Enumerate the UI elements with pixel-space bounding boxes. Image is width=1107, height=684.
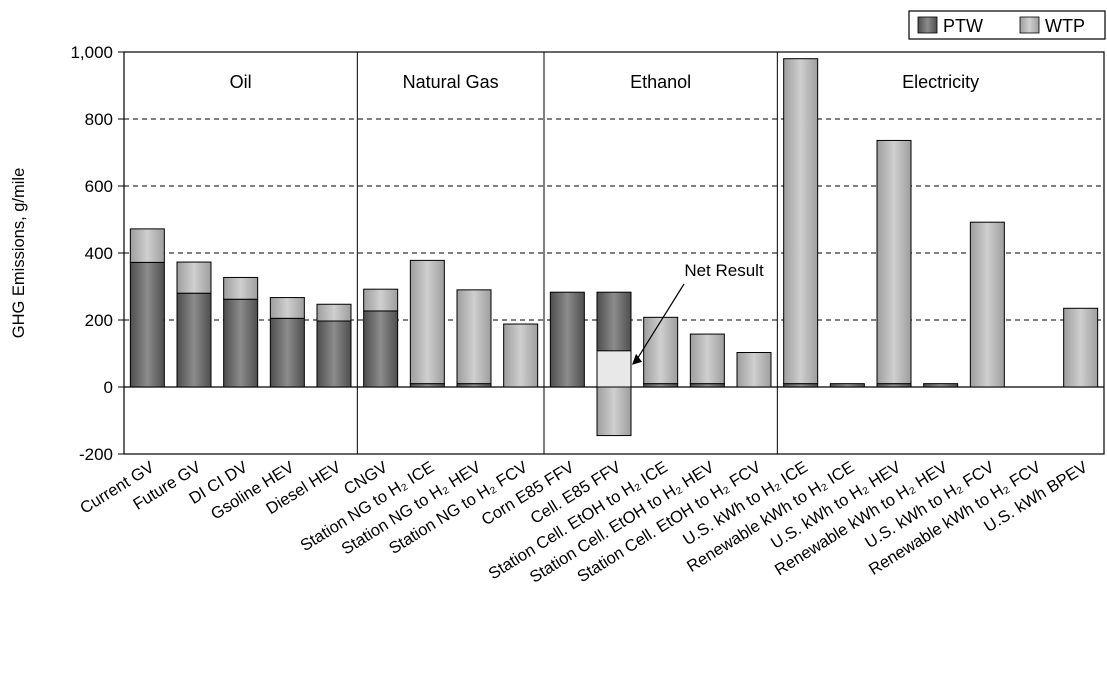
bar-wtp <box>363 288 399 312</box>
group-label: Ethanol <box>630 72 691 92</box>
y-tick-label: 200 <box>85 311 113 330</box>
bar-wtp <box>316 303 352 322</box>
legend-label-wtp: WTP <box>1045 16 1085 36</box>
net-result-arrowhead <box>632 353 642 365</box>
bar-wtp <box>969 221 1005 388</box>
y-tick-label: -200 <box>79 445 113 464</box>
legend: PTW WTP <box>908 10 1106 40</box>
bar-wtp <box>783 58 819 385</box>
net-result-pointer <box>635 283 685 362</box>
y-axis-label: GHG Emissions, g/mile <box>10 168 28 339</box>
bar-wtp <box>409 259 445 385</box>
bar-ptw <box>129 261 165 388</box>
group-label: Electricity <box>902 72 979 92</box>
bar-ptw <box>923 383 959 388</box>
legend-swatch-ptw <box>917 16 938 34</box>
bar-ptw <box>643 383 679 388</box>
bar-wtp <box>736 351 772 388</box>
bar-ptw <box>689 383 725 388</box>
bar-ptw <box>223 298 259 388</box>
y-tick-label: 600 <box>85 177 113 196</box>
y-tick-label: 800 <box>85 110 113 129</box>
bar-wtp <box>876 139 912 385</box>
group-label: Oil <box>230 72 252 92</box>
net-result-annotation: Net Result <box>632 261 764 365</box>
bar-ptw <box>409 383 445 388</box>
bar-wtp <box>269 297 305 319</box>
bar-wtp <box>643 316 679 385</box>
bar-ptw <box>269 317 305 388</box>
legend-box <box>908 10 1106 40</box>
net-result-label: Net Result <box>684 261 764 280</box>
bar-ptw <box>316 320 352 388</box>
bar-ptw <box>829 383 865 388</box>
y-tick-label: 1,000 <box>70 43 113 62</box>
bar-ptw <box>456 383 492 388</box>
group-label: Natural Gas <box>403 72 499 92</box>
y-axis-ticks: -200 0 200 400 600 800 1,000 <box>70 43 124 464</box>
bar-wtp <box>176 261 212 294</box>
bar-ptw <box>876 383 912 388</box>
bar-wtp <box>129 228 165 263</box>
legend-swatch-wtp <box>1019 16 1040 34</box>
bar-ptw <box>363 310 399 388</box>
y-tick-label: 0 <box>104 378 113 397</box>
bar-wtp <box>503 323 539 388</box>
legend-label-ptw: PTW <box>943 16 983 36</box>
bars <box>129 58 1099 437</box>
bar-wtp <box>689 333 725 385</box>
bar-wtp <box>456 289 492 385</box>
bar-ptw <box>783 383 819 388</box>
y-tick-label: 400 <box>85 244 113 263</box>
bar-wtp <box>1063 307 1099 388</box>
bar-net-result <box>596 350 632 388</box>
bar-ptw <box>549 291 585 388</box>
bar-wtp <box>223 276 259 300</box>
group-labels: Oil Natural Gas Ethanol Electricity <box>230 72 980 92</box>
bar-wtp-negative <box>596 386 632 437</box>
bar-ptw <box>176 292 212 388</box>
